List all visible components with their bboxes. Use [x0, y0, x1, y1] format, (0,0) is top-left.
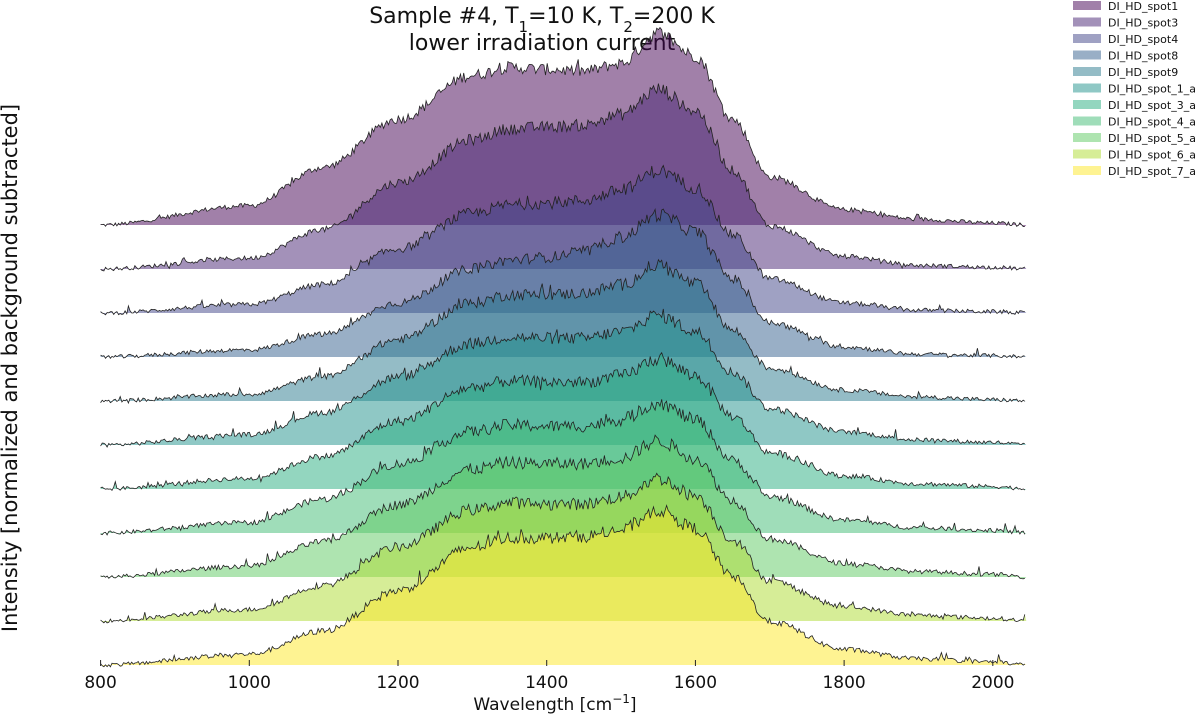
legend-swatch-DI_HD_spot_4_a	[1073, 117, 1101, 126]
legend-swatch-DI_HD_spot1	[1073, 1, 1101, 10]
x-tick-label-1800: 1800	[822, 673, 865, 693]
legend-label-DI_HD_spot3: DI_HD_spot3	[1108, 17, 1178, 30]
ridgeline-series-group	[101, 28, 1027, 667]
legend-label-DI_HD_spot9: DI_HD_spot9	[1108, 66, 1178, 79]
legend-label-DI_HD_spot_5_a: DI_HD_spot_5_a	[1108, 132, 1196, 145]
x-tick-label-800: 800	[84, 673, 116, 693]
x-tick-label-2000: 2000	[971, 673, 1014, 693]
legend-swatch-DI_HD_spot_7_a	[1073, 166, 1101, 175]
x-axis-label: Wavelength [cm−1]	[473, 692, 636, 715]
legend-label-DI_HD_spot8: DI_HD_spot8	[1108, 50, 1178, 63]
legend-swatch-DI_HD_spot_6_a	[1073, 150, 1101, 159]
legend-swatch-DI_HD_spot4	[1073, 34, 1101, 43]
legend-swatch-DI_HD_spot_3_a	[1073, 100, 1101, 109]
legend-swatch-DI_HD_spot8	[1073, 51, 1101, 60]
legend-label-DI_HD_spot1: DI_HD_spot1	[1108, 0, 1178, 13]
x-tick-label-1600: 1600	[674, 673, 717, 693]
legend: DI_HD_spot1 DI_HD_spot3 DI_HD_spot4 DI_HD_s…	[1073, 0, 1196, 178]
legend-swatch-DI_HD_spot3	[1073, 18, 1101, 27]
legend-label-DI_HD_spot_3_a: DI_HD_spot_3_a	[1108, 99, 1196, 112]
legend-label-DI_HD_spot4: DI_HD_spot4	[1108, 33, 1178, 46]
legend-swatch-DI_HD_spot9	[1073, 67, 1101, 76]
x-tick-label-1200: 1200	[376, 673, 419, 693]
x-tick-label-1000: 1000	[228, 673, 271, 693]
legend-swatch-DI_HD_spot_5_a	[1073, 133, 1101, 142]
legend-label-DI_HD_spot_6_a: DI_HD_spot_6_a	[1108, 149, 1196, 162]
legend-swatch-DI_HD_spot_1_a	[1073, 84, 1101, 93]
x-tick-label-1400: 1400	[525, 673, 568, 693]
legend-label-DI_HD_spot_1_a: DI_HD_spot_1_a	[1108, 83, 1196, 96]
legend-label-DI_HD_spot_4_a: DI_HD_spot_4_a	[1108, 116, 1196, 129]
y-axis-label: Intensity [normalized and background sub…	[0, 104, 22, 632]
ridgeline-chart: Sample #4, T1=10 K, T2=200 K lower irrad…	[0, 0, 1200, 716]
legend-label-DI_HD_spot_7_a: DI_HD_spot_7_a	[1108, 165, 1196, 178]
